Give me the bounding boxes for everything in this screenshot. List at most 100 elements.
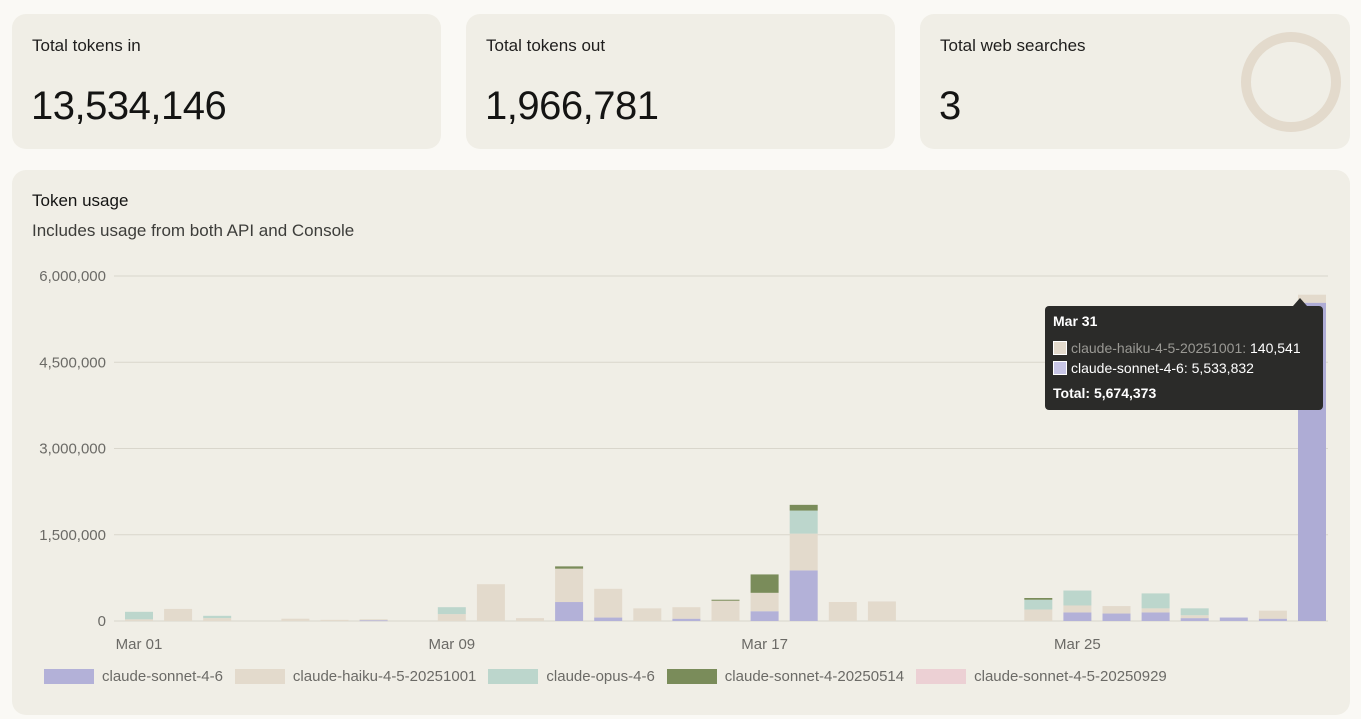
bar-segment[interactable]: [1063, 605, 1092, 613]
tooltip-row: claude-haiku-4-5-20251001: 140,541: [1053, 338, 1315, 358]
bar-segment[interactable]: [1298, 294, 1326, 303]
bar-segment[interactable]: [633, 608, 662, 621]
tooltip-total: Total: 5,674,373: [1053, 385, 1157, 401]
tooltip-swatch: [1053, 361, 1067, 375]
y-tick-label: 0: [98, 613, 106, 630]
legend-label: claude-sonnet-4-6: [102, 668, 223, 685]
bar-segment[interactable]: [1024, 599, 1053, 610]
total-tokens-in-label: Total tokens in: [32, 36, 141, 55]
bar-segment[interactable]: [750, 611, 779, 621]
tooltip-series-value: 140,541: [1246, 340, 1301, 356]
bar-segment[interactable]: [476, 584, 505, 621]
bar-segment[interactable]: [516, 618, 544, 621]
bar-segment[interactable]: [555, 568, 584, 603]
bar-segment[interactable]: [672, 618, 701, 621]
tooltip-series-name: claude-haiku-4-5-20251001:: [1071, 340, 1247, 356]
total-web-searches-card: Total web searches 3: [920, 14, 1350, 149]
bar-segment[interactable]: [789, 570, 818, 621]
bar-segment[interactable]: [1141, 608, 1170, 613]
tooltip-row: claude-sonnet-4-6: 5,533,832: [1053, 358, 1315, 378]
bar-segment[interactable]: [437, 614, 466, 621]
bar-segment[interactable]: [1258, 618, 1287, 621]
legend-item[interactable]: claude-sonnet-4-5-20250929: [916, 668, 1167, 685]
bar-segment[interactable]: [1180, 608, 1209, 616]
chart-tooltip: Mar 31 claude-haiku-4-5-20251001: 140,54…: [1045, 298, 1323, 410]
legend-label: claude-sonnet-4-20250514: [724, 668, 905, 685]
bar-segment[interactable]: [1102, 606, 1131, 614]
bar-segment[interactable]: [359, 620, 388, 622]
x-tick-label: Mar 25: [1054, 636, 1101, 653]
chart-title: Token usage: [32, 191, 129, 210]
chart-subtitle: Includes usage from both API and Console: [32, 221, 355, 240]
x-tick-label: Mar 01: [116, 636, 163, 653]
bar-segment[interactable]: [1141, 612, 1170, 621]
bar-segment[interactable]: [594, 617, 623, 621]
chart-legend: claude-sonnet-4-6 claude-haiku-4-5-202510…: [44, 668, 1179, 685]
bar-segment[interactable]: [359, 619, 388, 621]
legend-label: claude-haiku-4-5-20251001: [292, 668, 477, 685]
y-tick-label: 3,000,000: [39, 441, 106, 458]
bar-segment[interactable]: [867, 601, 896, 621]
y-tick-label: 1,500,000: [39, 527, 106, 544]
bar-segment[interactable]: [750, 592, 779, 612]
bar-segment[interactable]: [125, 611, 153, 620]
bar-segment[interactable]: [750, 574, 779, 593]
bar-segment[interactable]: [1258, 610, 1287, 619]
bar-segment[interactable]: [789, 504, 818, 511]
legend-item[interactable]: claude-haiku-4-5-20251001: [234, 668, 477, 685]
bar-segment[interactable]: [1024, 609, 1053, 622]
legend-swatch: [666, 669, 717, 684]
legend-item[interactable]: claude-sonnet-4-6: [44, 668, 223, 685]
bar-segment[interactable]: [828, 602, 857, 621]
bar-segment[interactable]: [1063, 590, 1092, 606]
token-usage-card: Token usage Includes usage from both API…: [12, 170, 1350, 715]
x-tick-label: Mar 09: [428, 636, 475, 653]
bar-segment[interactable]: [1141, 593, 1170, 609]
bar-segment[interactable]: [1180, 618, 1209, 621]
bar-segment[interactable]: [320, 619, 349, 621]
bar-segment[interactable]: [1180, 615, 1209, 619]
bar-segment[interactable]: [555, 602, 584, 621]
tooltip-date: Mar 31: [1053, 313, 1098, 329]
legend-swatch: [234, 669, 285, 684]
y-tick-label: 4,500,000: [39, 354, 106, 371]
bar-segment[interactable]: [1219, 617, 1248, 621]
bar-segment[interactable]: [789, 510, 818, 534]
y-tick-label: 6,000,000: [39, 268, 106, 285]
legend-item[interactable]: claude-opus-4-6: [488, 668, 655, 685]
total-web-searches-value: 3: [939, 84, 961, 128]
total-tokens-out-label: Total tokens out: [486, 36, 606, 55]
total-web-searches-label: Total web searches: [940, 36, 1086, 55]
token-usage-chart[interactable]: 0 1,500,000 3,000,000 4,500,000 6,000,000 Mar…: [12, 170, 1350, 715]
bar-segment[interactable]: [711, 600, 740, 621]
total-tokens-in-value: 13,534,146: [31, 84, 227, 128]
total-tokens-out-card: Total tokens out 1,966,781: [466, 14, 895, 149]
legend-swatch: [44, 669, 94, 684]
legend-label: claude-opus-4-6: [546, 668, 655, 685]
legend-item[interactable]: claude-sonnet-4-20250514: [666, 668, 905, 685]
tooltip-series-name: claude-sonnet-4-6:: [1071, 360, 1188, 376]
decorative-ring-icon: [1241, 32, 1341, 132]
bar-segment[interactable]: [164, 608, 193, 621]
legend-swatch: [488, 669, 539, 684]
bar-segment[interactable]: [789, 533, 818, 571]
legend-swatch: [916, 669, 967, 684]
bar-segment[interactable]: [281, 618, 310, 621]
bar-segment[interactable]: [555, 566, 584, 569]
tooltip-series-value: 5,533,832: [1187, 360, 1254, 376]
bar-segment[interactable]: [203, 615, 232, 619]
bar-segment[interactable]: [437, 607, 466, 615]
total-tokens-out-value: 1,966,781: [485, 84, 659, 128]
bar-segment[interactable]: [1102, 613, 1131, 621]
total-tokens-in-card: Total tokens in 13,534,146: [12, 14, 441, 149]
legend-label: claude-sonnet-4-5-20250929: [974, 668, 1167, 685]
bar-segment[interactable]: [203, 618, 232, 621]
bar-segment[interactable]: [672, 607, 701, 619]
bar-segment[interactable]: [594, 588, 623, 618]
bar-segment[interactable]: [1024, 598, 1053, 600]
bar-segment[interactable]: [711, 599, 740, 601]
x-tick-label: Mar 17: [741, 636, 788, 653]
tooltip-swatch: [1053, 341, 1067, 355]
bar-segment[interactable]: [125, 619, 153, 621]
bar-segment[interactable]: [1063, 612, 1092, 621]
